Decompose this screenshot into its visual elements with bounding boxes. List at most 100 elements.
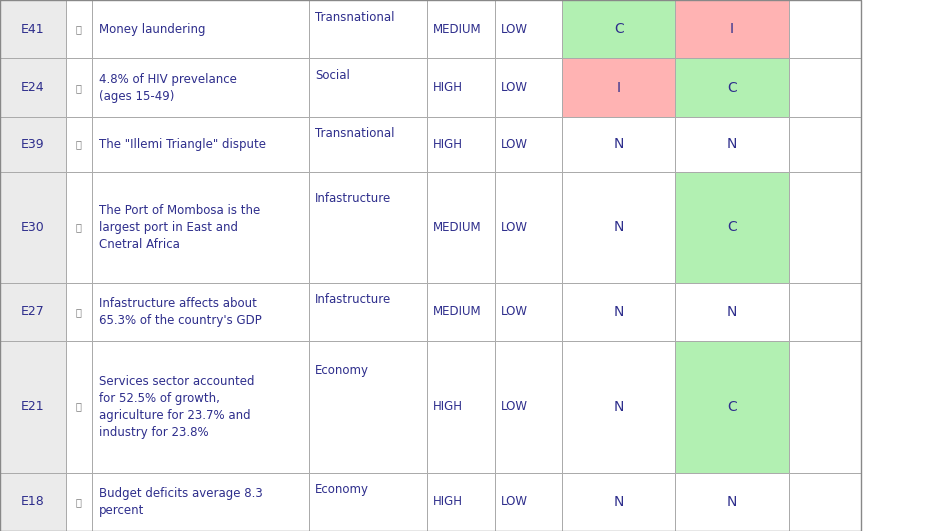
Text: LOW: LOW [501,138,528,151]
Text: E24: E24 [21,81,44,94]
Text: C: C [727,400,737,414]
Bar [308,172,427,283]
Text: C: C [727,81,737,95]
Bar [789,473,861,531]
Bar [66,117,92,172]
Text: LOW: LOW [501,305,528,319]
Text: LOW: LOW [501,23,528,36]
Bar [789,283,861,341]
Text: E21: E21 [21,400,44,413]
Bar [308,58,427,117]
Bar [427,283,494,341]
Bar [308,0,427,58]
Bar [562,172,675,283]
Text: Ⓢ: Ⓢ [76,307,81,317]
Bar [308,341,427,473]
Text: LOW: LOW [501,81,528,94]
Bar [675,0,789,58]
Bar [0,0,66,58]
Text: The Port of Mombosa is the
largest port in East and
Cnetral Africa: The Port of Mombosa is the largest port … [99,204,260,251]
Text: The "Illemi Triangle" dispute: The "Illemi Triangle" dispute [99,138,267,151]
Text: Economy: Economy [316,364,369,378]
Bar [0,473,66,531]
Bar [92,172,308,283]
Bar [427,0,494,58]
Bar [92,58,308,117]
Text: HIGH: HIGH [433,495,463,508]
Text: MEDIUM: MEDIUM [433,305,482,319]
Bar [92,117,308,172]
Bar [675,58,789,117]
Text: HIGH: HIGH [433,138,463,151]
Text: Transnational: Transnational [316,127,394,140]
Text: E18: E18 [21,495,44,508]
Bar [494,58,562,117]
Text: Infastructure affects about
65.3% of the country's GDP: Infastructure affects about 65.3% of the… [99,297,262,327]
Bar [92,0,308,58]
Bar [0,172,66,283]
Text: N: N [727,305,737,319]
Bar [66,0,92,58]
Bar [675,172,789,283]
Bar [427,117,494,172]
Bar [789,58,861,117]
Bar [92,283,308,341]
Text: Ⓢ: Ⓢ [76,139,81,149]
Bar [308,117,427,172]
Text: LOW: LOW [501,221,528,234]
Bar [789,341,861,473]
Bar [675,283,789,341]
Bar [92,341,308,473]
Text: Infastructure: Infastructure [316,294,392,306]
Bar [675,341,789,473]
Text: MEDIUM: MEDIUM [433,221,482,234]
Text: HIGH: HIGH [433,81,463,94]
Bar [0,341,66,473]
Bar [66,341,92,473]
Bar [789,0,861,58]
Text: N: N [727,495,737,509]
Bar [562,0,675,58]
Text: Ⓢ: Ⓢ [76,24,81,34]
Text: Services sector accounted
for 52.5% of growth,
agriculture for 23.7% and
industr: Services sector accounted for 52.5% of g… [99,375,255,439]
Bar [675,473,789,531]
Bar [0,283,66,341]
Text: Ⓢ: Ⓢ [76,222,81,232]
Bar [494,283,562,341]
Bar [66,473,92,531]
Bar [0,58,66,117]
Bar [562,283,675,341]
Bar [562,473,675,531]
Bar [66,283,92,341]
Bar [66,172,92,283]
Bar [789,172,861,283]
Text: Social: Social [316,69,350,82]
Text: N: N [613,305,624,319]
Bar [562,341,675,473]
Text: E41: E41 [21,23,44,36]
Text: HIGH: HIGH [433,400,463,413]
Bar [494,341,562,473]
Bar [427,172,494,283]
Bar [427,341,494,473]
Bar [562,117,675,172]
Text: N: N [613,220,624,234]
Bar [494,473,562,531]
Bar [92,473,308,531]
Bar [562,58,675,117]
Text: LOW: LOW [501,495,528,508]
Text: C: C [614,22,623,36]
Text: N: N [613,495,624,509]
Text: N: N [613,400,624,414]
Bar [0,117,66,172]
Text: N: N [613,137,624,151]
Text: MEDIUM: MEDIUM [433,23,482,36]
Text: Ⓢ: Ⓢ [76,497,81,507]
Text: E30: E30 [21,221,44,234]
Text: Economy: Economy [316,483,369,496]
Text: LOW: LOW [501,400,528,413]
Text: Ⓢ: Ⓢ [76,401,81,412]
Text: Budget deficits average 8.3
percent: Budget deficits average 8.3 percent [99,487,263,517]
Text: I: I [617,81,620,95]
Bar [494,117,562,172]
